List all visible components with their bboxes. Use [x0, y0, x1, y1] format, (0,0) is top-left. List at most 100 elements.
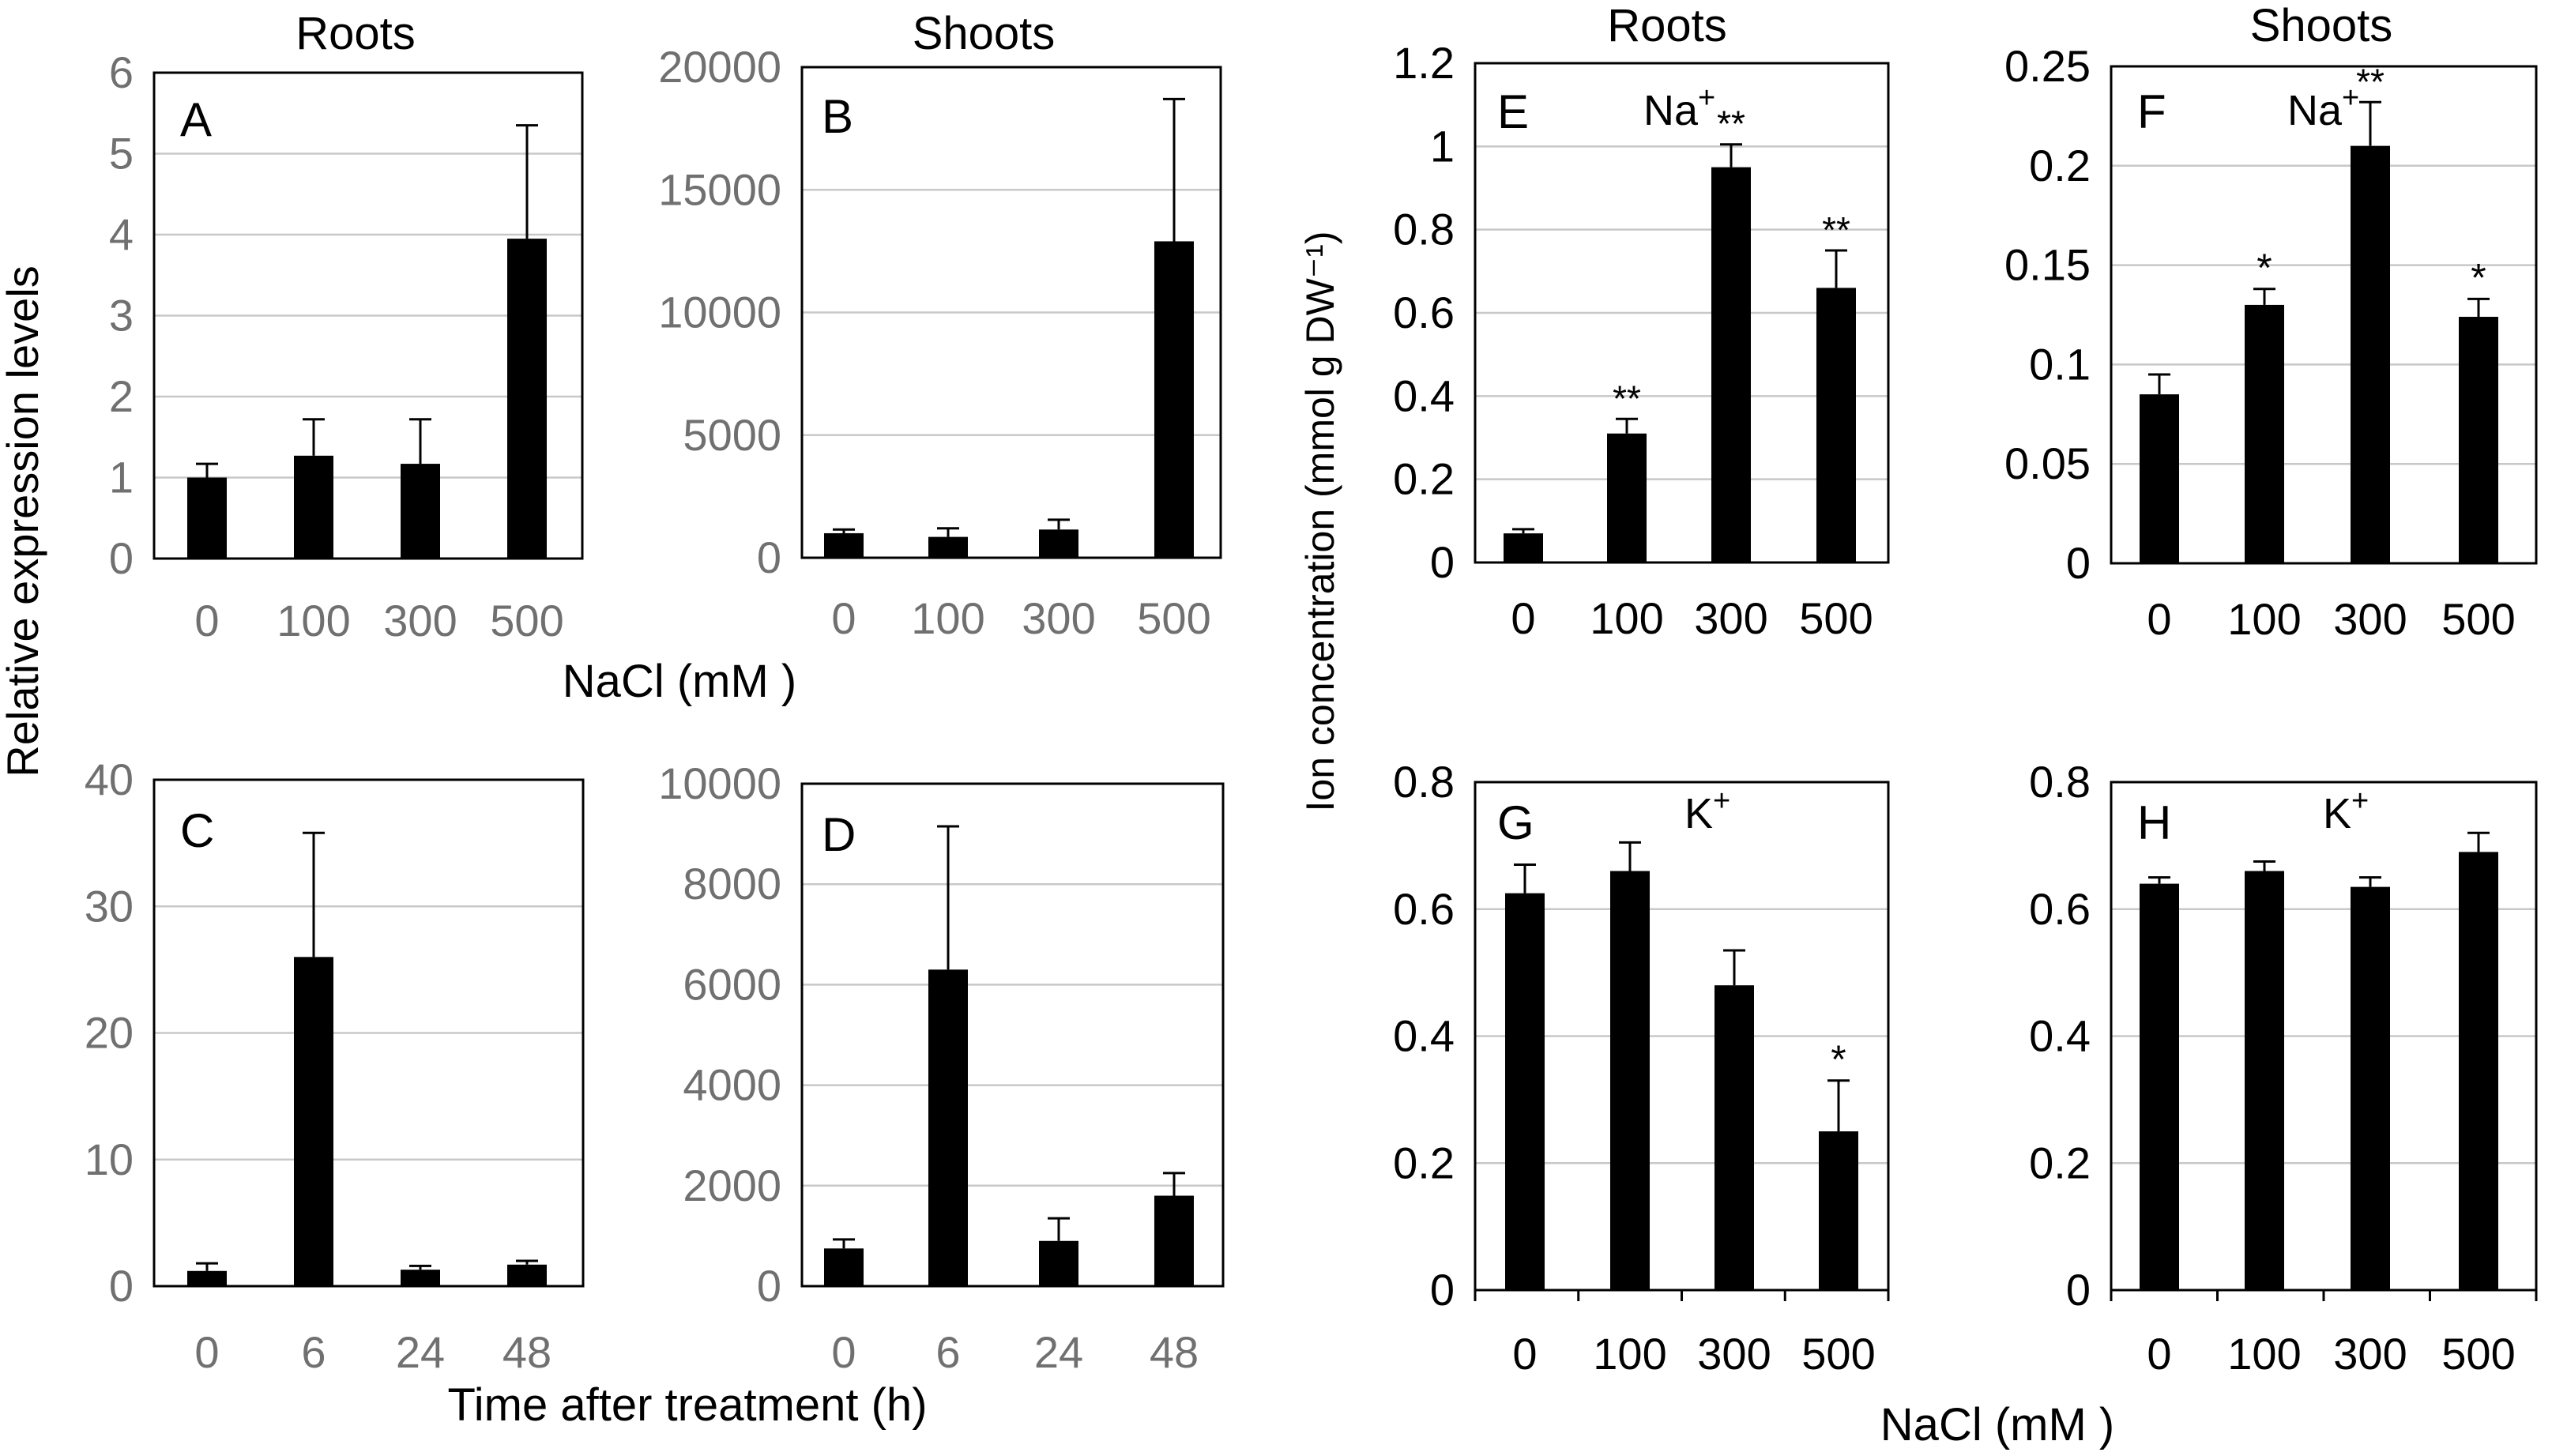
y-tick-label: 0.2 — [2029, 141, 2091, 190]
y-tick-label: 1 — [1430, 121, 1455, 171]
x-tick-label: 100 — [1593, 1329, 1666, 1379]
y-tick-label: 0.1 — [2029, 339, 2091, 389]
y-tick-label: 10000 — [658, 758, 781, 808]
x-tick-label: 500 — [2441, 594, 2515, 644]
x-tick-label: 0 — [831, 1327, 856, 1377]
y-tick-label: 4 — [109, 209, 134, 259]
panel-title: Shoots — [913, 8, 1056, 59]
plot-frame — [1474, 62, 1890, 564]
y-tick-label: 0 — [2066, 1265, 2091, 1315]
significance-mark: * — [2257, 246, 2272, 290]
y-tick-label: 40 — [85, 754, 134, 804]
y-tick-label: 0.6 — [2029, 884, 2091, 934]
bar — [1505, 893, 1545, 1290]
ion-charge: + — [2351, 784, 2369, 818]
significance-mark: ** — [1822, 209, 1850, 250]
chart-panel-a: 0 1 2 3 4 5 6 0 100 300 500 Roots A — [109, 8, 584, 645]
x-tick-label: 6 — [935, 1327, 960, 1377]
bar — [294, 957, 333, 1286]
y-tick-label: 4000 — [683, 1060, 781, 1110]
bar — [928, 536, 968, 558]
ion-symbol: K — [1684, 790, 1713, 837]
chart-panel-d: 0 2000 4000 6000 8000 10000 0 6 24 48 D — [658, 758, 1225, 1377]
panel-letter: B — [822, 90, 853, 143]
bar — [401, 464, 440, 559]
bar — [824, 1248, 864, 1286]
y-tick-label: 0.8 — [1393, 205, 1455, 254]
bar — [2140, 883, 2179, 1290]
x-tick-label: 24 — [1034, 1327, 1083, 1377]
x-tick-label: 300 — [2333, 594, 2407, 644]
x-tick-label: 300 — [2333, 1329, 2407, 1379]
bar — [824, 532, 864, 558]
y-tick-label: 0 — [1430, 537, 1455, 587]
bar — [2351, 886, 2390, 1290]
bar — [1504, 533, 1543, 562]
x-axis-label-time: Time after treatment (h) — [447, 1379, 927, 1431]
x-tick-label: 300 — [383, 596, 457, 645]
y-tick-label: 0 — [1430, 1265, 1455, 1315]
y-tick-label: 0.8 — [2029, 757, 2091, 807]
x-tick-label: 0 — [194, 1327, 219, 1377]
significance-mark: * — [1831, 1037, 1846, 1082]
panel-letter: A — [180, 93, 212, 146]
bar — [187, 477, 227, 559]
bar — [2351, 145, 2390, 563]
ion-label: Na+ — [1643, 81, 1715, 134]
significance-mark: ** — [1717, 103, 1745, 145]
y-tick-label: 10 — [85, 1134, 134, 1184]
ion-label: K+ — [2323, 784, 2369, 837]
chart-panel-c: 0 10 20 30 40 0 6 24 48 C — [85, 754, 585, 1377]
y-tick-label: 6 — [109, 47, 134, 97]
bar — [2140, 394, 2179, 563]
y-tick-label: 1.2 — [1393, 38, 1455, 88]
bar — [1816, 288, 1856, 562]
x-tick-label: 48 — [1150, 1327, 1199, 1377]
x-tick-label: 500 — [1799, 593, 1873, 643]
plot-frame — [152, 778, 585, 1288]
ion-label: Na+ — [2287, 81, 2359, 134]
bar — [507, 1264, 547, 1286]
ion-symbol: Na — [2287, 87, 2343, 134]
y-tick-label: 0.6 — [1393, 884, 1455, 934]
bar — [507, 239, 547, 559]
bar — [1610, 871, 1650, 1290]
panel-title: Roots — [1607, 0, 1727, 51]
y-tick-label: 20000 — [658, 42, 781, 92]
x-tick-label: 500 — [1137, 593, 1210, 643]
x-tick-label: 0 — [194, 596, 219, 645]
bar — [401, 1270, 440, 1286]
panel-letter: F — [2137, 85, 2166, 138]
x-axis-label-nacl-top: NaCl (mM ) — [563, 656, 796, 707]
y-tick-label: 3 — [109, 291, 134, 340]
y-tick-label: 0.8 — [1393, 757, 1455, 807]
ion-symbol: Na — [1643, 87, 1699, 134]
x-tick-label: 300 — [1697, 1329, 1771, 1379]
panel-letter: C — [180, 804, 214, 857]
significance-mark: ** — [1613, 378, 1641, 419]
chart-panel-f: 00.050.10.150.20.25****0 100 300 500ShootsF… — [2004, 0, 2538, 644]
y-tick-label: 0.4 — [2029, 1011, 2091, 1061]
bar — [1039, 1240, 1078, 1286]
x-tick-label: 48 — [502, 1327, 551, 1377]
x-tick-label: 300 — [1022, 593, 1095, 643]
y-tick-label: 0 — [2066, 538, 2091, 588]
significance-mark: * — [2471, 255, 2486, 299]
x-axis-label-nacl-right: NaCl (mM ) — [1880, 1399, 2114, 1450]
y-tick-label: 0.4 — [1393, 371, 1455, 420]
plot-frame — [800, 782, 1225, 1288]
chart-panel-b: 0 5000 10000 15000 20000 0 100 300 500 Shoots B — [658, 8, 1222, 643]
x-tick-label: 100 — [1590, 593, 1663, 643]
y-axis-label-ion: Ion concentration (mmol g DW⁻¹) — [1298, 231, 1342, 812]
y-tick-label: 15000 — [658, 164, 781, 214]
x-tick-label: 24 — [396, 1327, 445, 1377]
plot-frame — [800, 66, 1222, 559]
x-tick-label: 300 — [1694, 593, 1767, 643]
y-tick-label: 0 — [757, 532, 781, 582]
y-tick-label: 0 — [109, 533, 134, 583]
x-tick-label: 0 — [831, 593, 856, 643]
y-tick-label: 0.25 — [2004, 41, 2091, 91]
bar — [2459, 317, 2498, 563]
y-tick-label: 0.2 — [1393, 454, 1455, 504]
y-tick-label: 2000 — [683, 1161, 781, 1210]
